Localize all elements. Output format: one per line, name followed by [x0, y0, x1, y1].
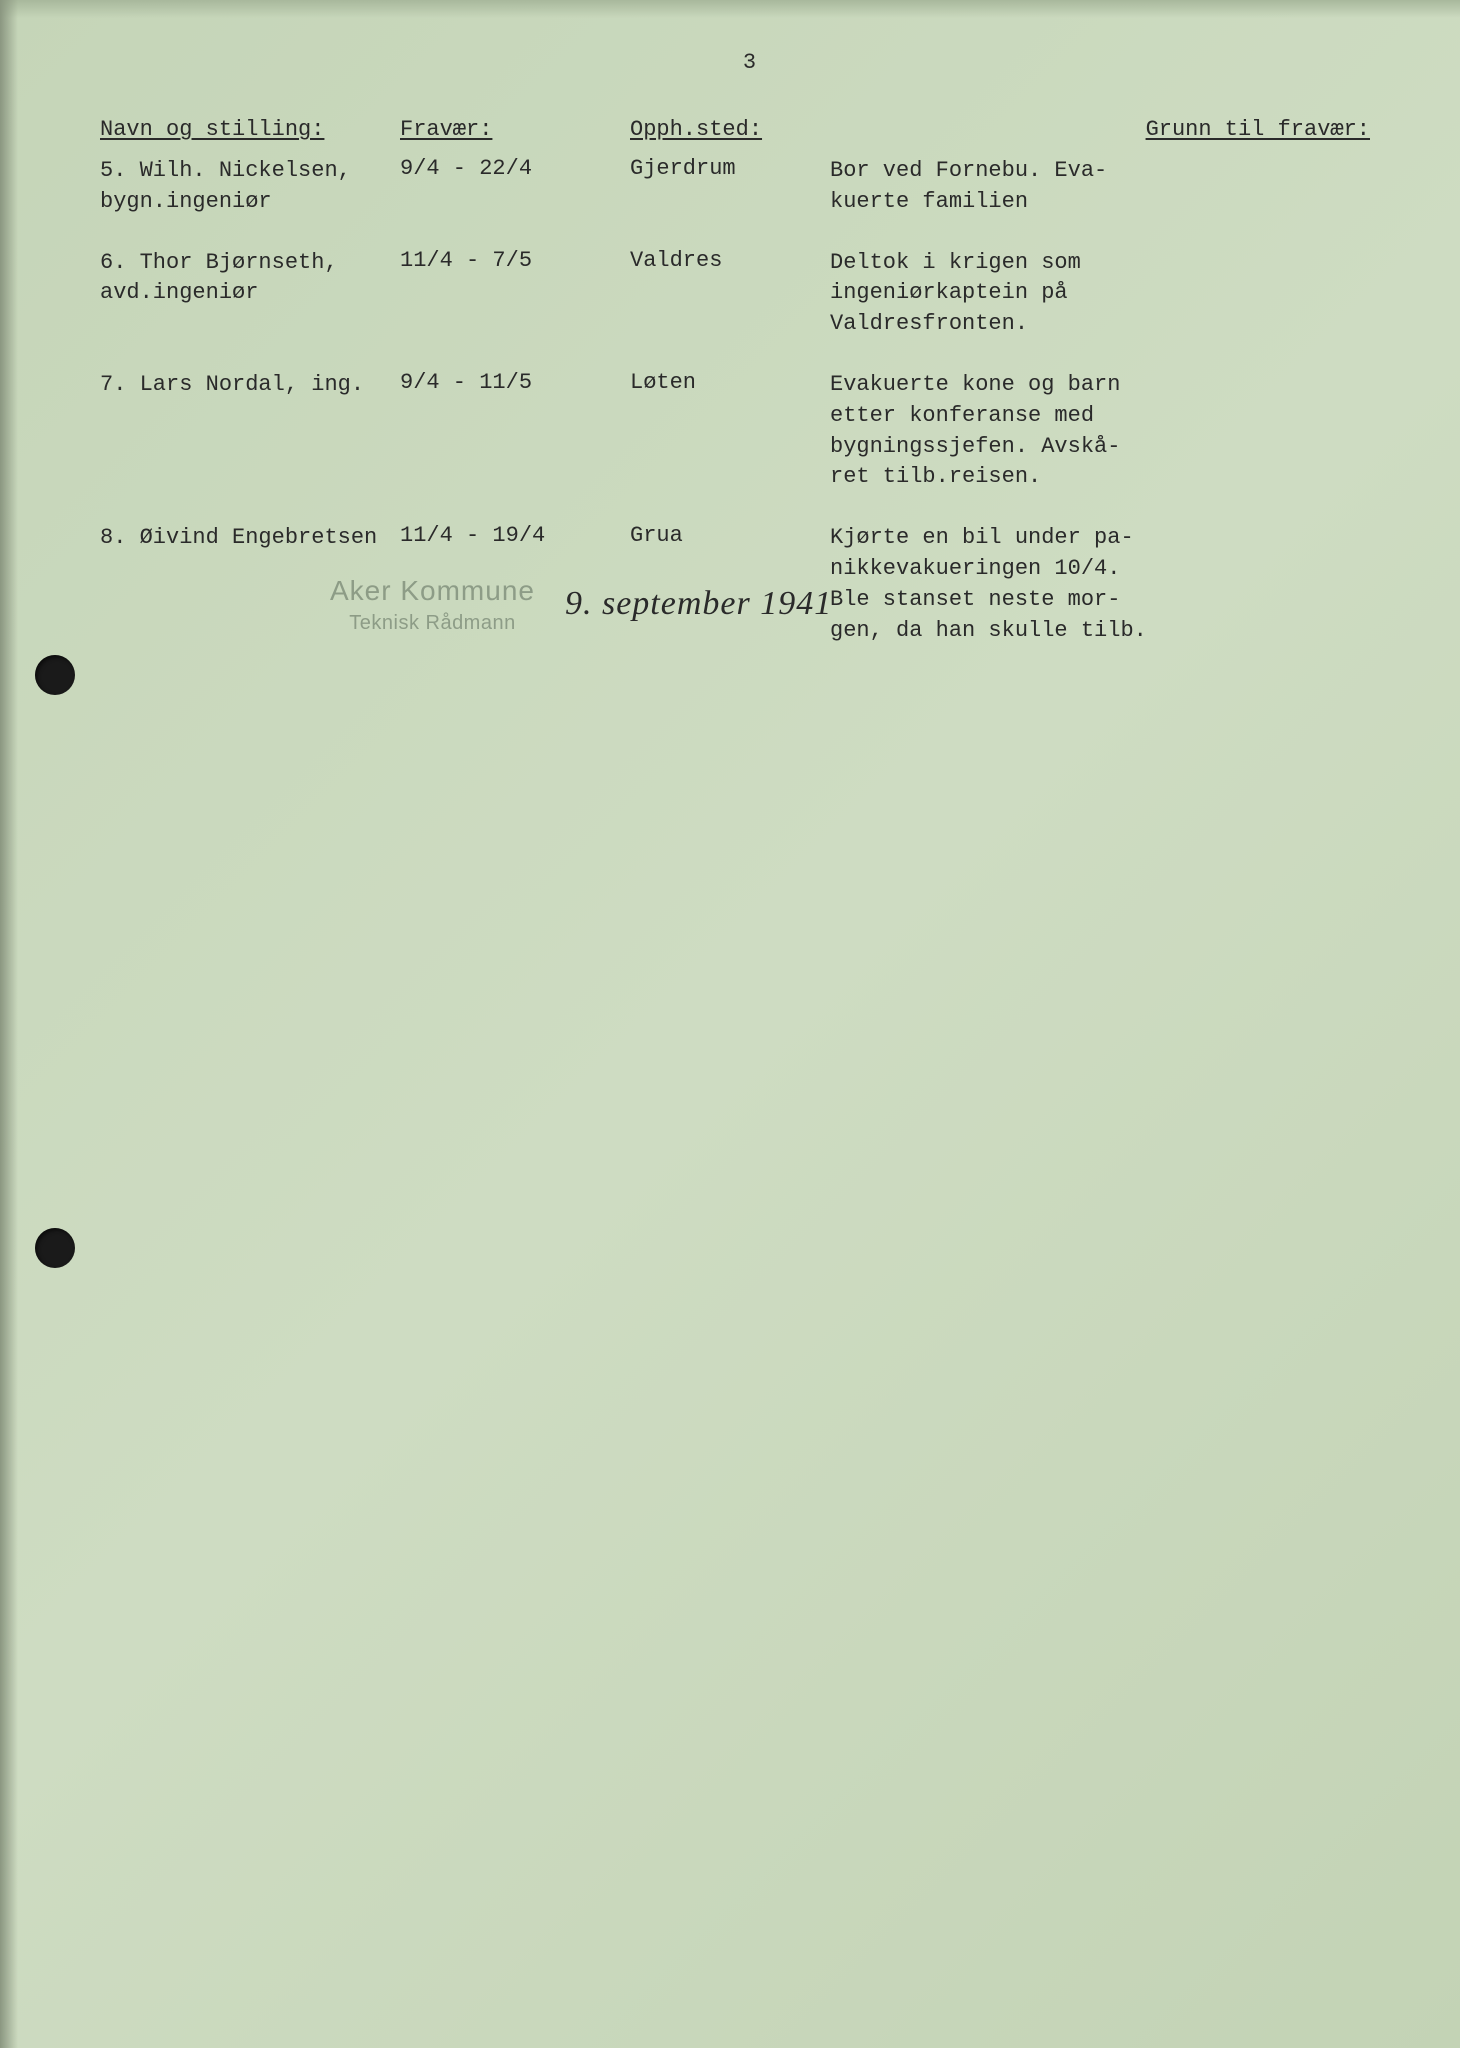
cell-place: Grua	[630, 523, 830, 548]
official-stamp: Aker Kommune Teknisk Rådmann	[330, 572, 535, 637]
document-page: 3 Navn og stilling: Fravær: Opph.sted: G…	[0, 0, 1460, 2048]
table-row: 5. Wilh. Nickelsen, bygn.ingeniør 9/4 - …	[100, 156, 1400, 218]
page-number: 3	[100, 50, 1400, 75]
person-name: Øivind Engebretsen	[140, 525, 378, 550]
col-header-place: Opph.sted:	[630, 117, 830, 142]
table-row: 6. Thor Bjørnseth, avd.ingeniør 11/4 - 7…	[100, 248, 1400, 340]
table-row: 7. Lars Nordal, ing. 9/4 - 11/5 Løten Ev…	[100, 370, 1400, 493]
stamp-line-1: Aker Kommune	[330, 572, 535, 610]
cell-absence: 9/4 - 22/4	[400, 156, 630, 181]
row-number: 7.	[100, 372, 126, 397]
cell-name: 5. Wilh. Nickelsen, bygn.ingeniør	[100, 156, 400, 218]
stamp-line-2: Teknisk Rådmann	[330, 610, 535, 637]
row-number: 5.	[100, 158, 126, 183]
person-name: Thor Bjørnseth,	[140, 250, 338, 275]
col-header-absence: Fravær:	[400, 117, 630, 142]
person-name: Lars Nordal, ing.	[140, 372, 364, 397]
row-number: 8.	[100, 525, 126, 550]
table-header-row: Navn og stilling: Fravær: Opph.sted: Gru…	[100, 117, 1400, 142]
col-header-name: Navn og stilling:	[100, 117, 400, 142]
person-title: bygn.ingeniør	[100, 187, 380, 218]
cell-name: 8. Øivind Engebretsen	[100, 523, 400, 554]
person-name: Wilh. Nickelsen,	[140, 158, 351, 183]
person-title: avd.ingeniør	[100, 278, 380, 309]
cell-reason: Kjørte en bil under pa-nikkevakueringen …	[830, 523, 1400, 646]
handwritten-date: 9. september 1941	[565, 585, 832, 623]
personnel-table: Navn og stilling: Fravær: Opph.sted: Gru…	[100, 117, 1400, 646]
cell-reason: Deltok i krigen somingeniørkaptein påVal…	[830, 248, 1400, 340]
cell-reason: Evakuerte kone og barnetter konferanse m…	[830, 370, 1400, 493]
cell-reason: Bor ved Fornebu. Eva-kuerte familien	[830, 156, 1400, 218]
cell-name: 6. Thor Bjørnseth, avd.ingeniør	[100, 248, 400, 310]
cell-name: 7. Lars Nordal, ing.	[100, 370, 400, 401]
cell-absence: 11/4 - 7/5	[400, 248, 630, 273]
cell-place: Valdres	[630, 248, 830, 273]
cell-place: Gjerdrum	[630, 156, 830, 181]
cell-absence: 11/4 - 19/4	[400, 523, 630, 548]
col-header-reason: Grunn til fravær:	[830, 117, 1400, 142]
cell-absence: 9/4 - 11/5	[400, 370, 630, 395]
row-number: 6.	[100, 250, 126, 275]
stamp-signature-block: Aker Kommune Teknisk Rådmann 9. septembe…	[330, 572, 832, 637]
cell-place: Løten	[630, 370, 830, 395]
